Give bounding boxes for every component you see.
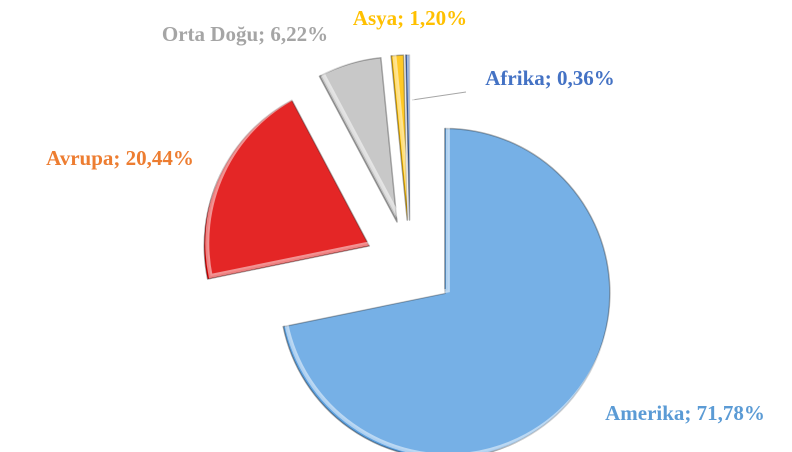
data-label: Amerika; 71,78%	[605, 401, 765, 425]
data-label: Avrupa; 20,44%	[46, 146, 194, 170]
data-label: Orta Doğu; 6,22%	[162, 22, 328, 46]
leader-line	[411, 91, 467, 101]
data-label: Asya; 1,20%	[353, 6, 467, 30]
data-label: Afrika; 0,36%	[485, 66, 615, 90]
pie-slice	[203, 99, 371, 280]
